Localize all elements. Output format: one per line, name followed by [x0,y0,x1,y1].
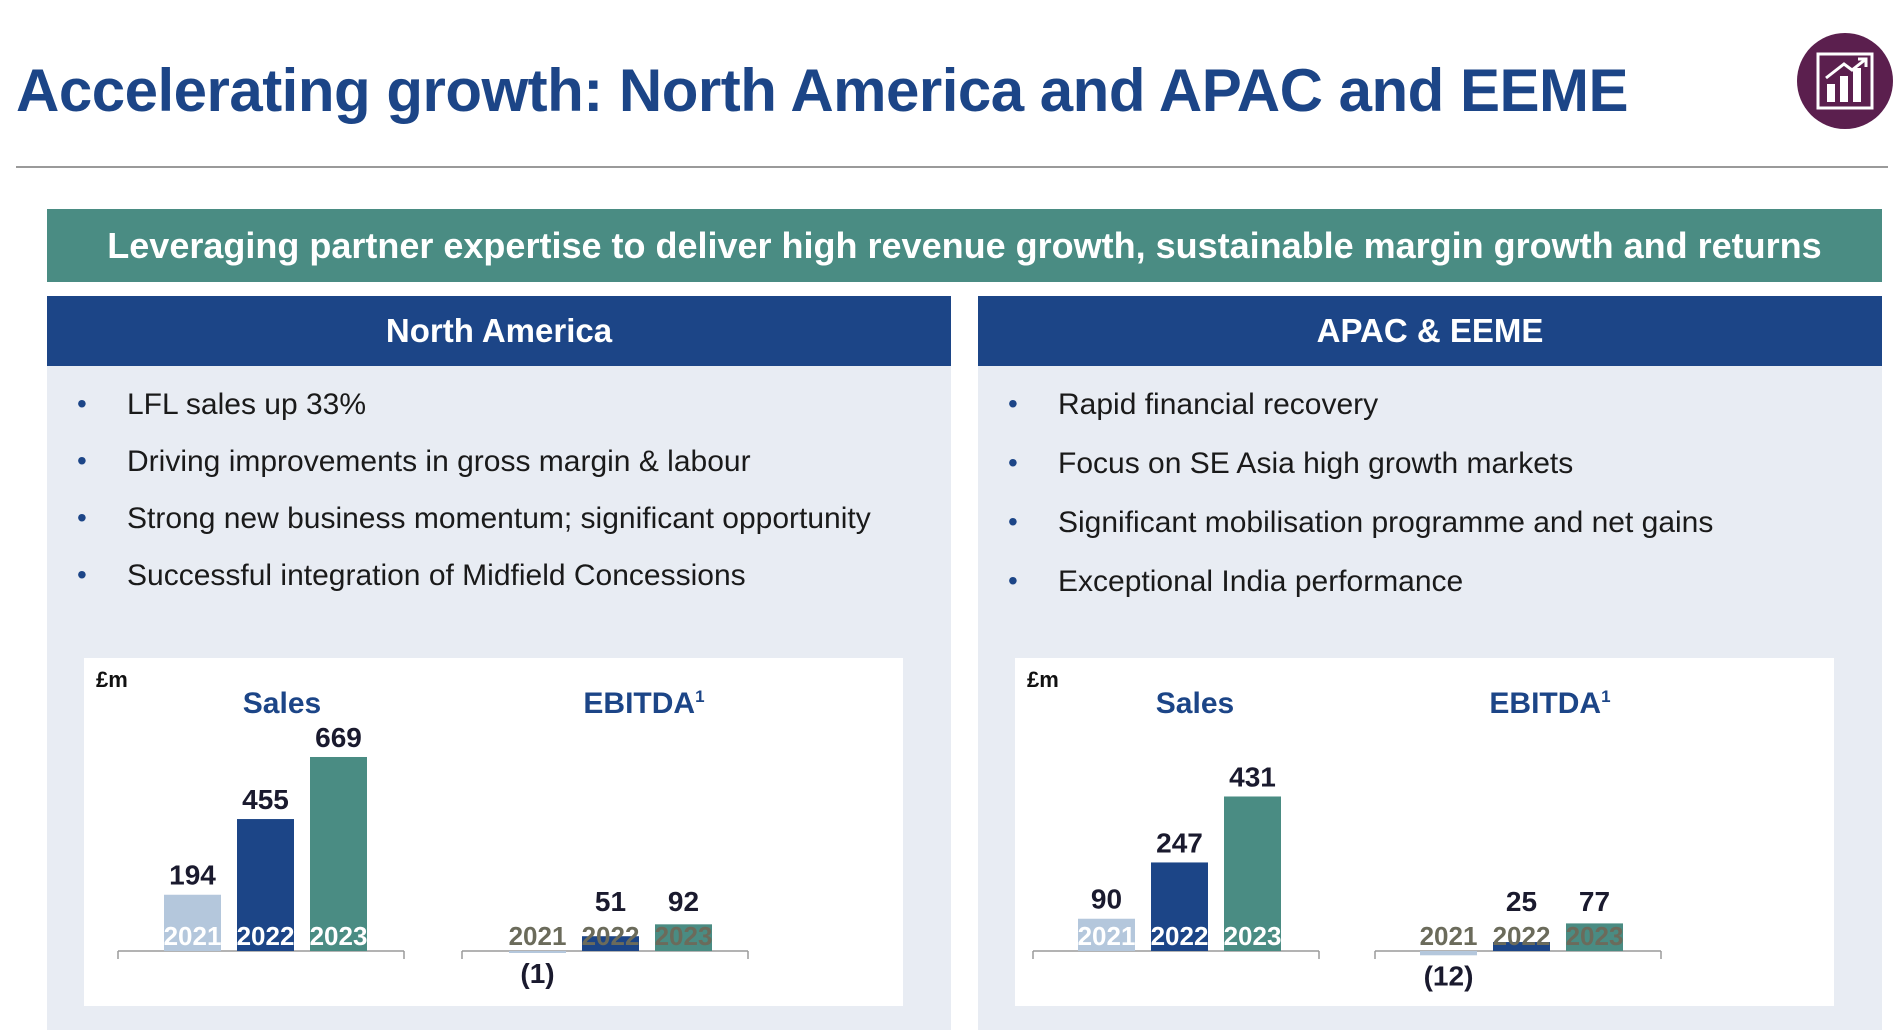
panel-north-america: North America • LFL sales up 33% • Driving… [47,296,951,1030]
bar [1420,951,1477,956]
category-label: 2022 [237,921,295,951]
bullet-list: • LFL sales up 33% • Driving improvements … [77,388,871,616]
chart-title-footnote: 1 [695,687,704,706]
list-item: • Focus on SE Asia high growth markets [1008,447,1574,480]
bullet-text: Significant mobilisation programme and n… [1058,506,1714,539]
chart-box-apac-eeme: £m Sales 2021 90 2022 247 2023 431 EBITDA1 2021 (1… [1015,658,1834,1006]
value-label: 455 [242,784,289,815]
value-label: (1) [520,958,554,989]
category-label: 2023 [310,921,368,951]
category-label: 2023 [655,921,713,951]
bar [164,894,221,951]
page-title: Accelerating growth: North America and A… [16,57,1629,124]
unit-label: £m [1027,667,1059,692]
value-label: 25 [1506,886,1537,917]
chart-title: Sales [243,687,321,720]
chart-apac-eeme: £m Sales 2021 90 2022 247 2023 431 EBITDA1 2021 (1… [1027,667,1662,991]
list-item: • Rapid financial recovery [1008,388,1379,421]
list-item: • Exceptional India performance [1008,565,1464,598]
bullet-text: LFL sales up 33% [127,388,367,421]
chart-north-america: £m Sales 2021 194 2022 455 2023 669 EBITDA1 2021 (… [96,667,749,989]
value-label: 51 [595,886,626,917]
title-divider [16,166,1888,168]
category-label: 2021 [1078,921,1136,951]
list-item: • Driving improvements in gross margin & … [77,445,751,478]
bar [1151,862,1208,951]
list-item: • Significant mobilisation programme and … [1008,506,1714,539]
category-label: 2022 [582,921,640,951]
bullet-text: Exceptional India performance [1058,565,1464,598]
category-label: 2021 [1420,921,1478,951]
chart-title: EBITDA1 [583,687,704,720]
bullet-text: Focus on SE Asia high growth markets [1058,447,1574,480]
chart-title: EBITDA1 [1489,687,1610,720]
bar [582,936,639,951]
bar-chart-growth-icon [1816,52,1874,110]
bullet-text: Successful integration of Midfield Conce… [127,559,746,592]
value-label: 247 [1156,827,1203,858]
bar [1566,923,1623,951]
bar [655,924,712,951]
logo [1797,33,1893,129]
bullet-text: Strong new business momentum; significan… [127,502,871,535]
chart-title-footnote: 1 [1601,687,1610,706]
value-label: 431 [1229,761,1276,792]
list-item: • Successful integration of Midfield Conc… [77,559,746,592]
bar [1493,942,1550,951]
panel-title: North America [47,296,951,366]
category-label: 2023 [1566,921,1624,951]
category-label: 2021 [509,921,567,951]
list-item: • Strong new business momentum; significa… [77,502,871,535]
chart-box-north-america: £m Sales 2021 194 2022 455 2023 669 EBITDA1 2021 (… [84,658,903,1006]
bar [310,756,367,951]
category-label: 2022 [1493,921,1551,951]
bullet-list: • Rapid financial recovery • Focus on SE A… [1008,388,1713,624]
chart-title: Sales [1156,687,1234,720]
panel-title: APAC & EEME [978,296,1882,366]
category-label: 2021 [164,921,222,951]
bar [237,819,294,951]
category-label: 2022 [1151,921,1209,951]
category-label: 2023 [1224,921,1282,951]
bullet-text: Driving improvements in gross margin & l… [127,445,751,478]
bar [509,951,566,953]
list-item: • LFL sales up 33% [77,388,367,421]
value-label: 90 [1091,884,1122,915]
bullet-text: Rapid financial recovery [1058,388,1379,421]
value-label: 92 [668,886,699,917]
bar [1078,918,1135,951]
panel-apac-eeme: APAC & EEME • Rapid financial recovery • F… [978,296,1882,1030]
value-label: 669 [315,722,362,753]
value-label: 194 [169,860,216,891]
bar [1224,796,1281,951]
banner: Leveraging partner expertise to deliver … [47,209,1882,282]
unit-label: £m [96,667,128,692]
value-label: 77 [1579,886,1610,917]
value-label: (12) [1424,960,1474,991]
